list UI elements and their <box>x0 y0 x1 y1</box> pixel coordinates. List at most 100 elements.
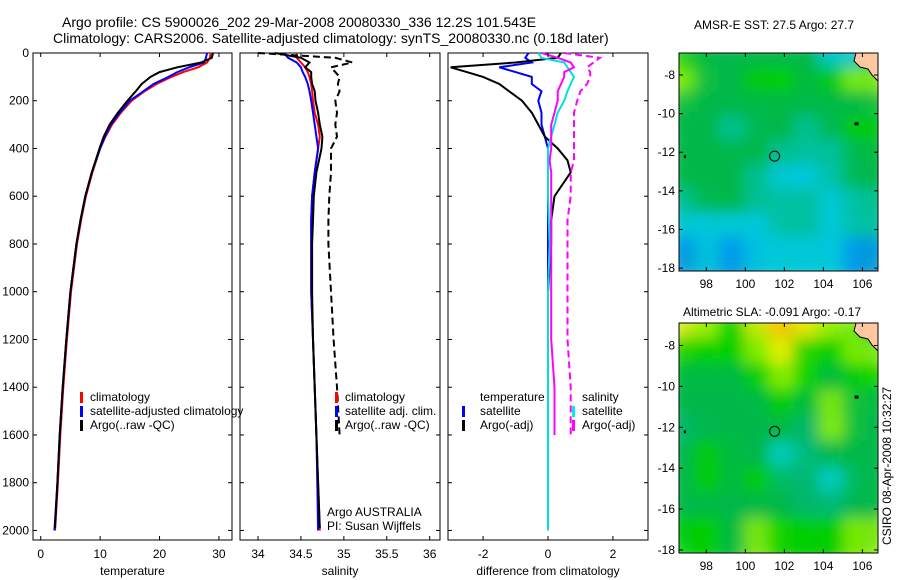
legend-label: satellite <box>480 404 521 418</box>
y-tick-label: 1400 <box>2 380 29 394</box>
map-cell <box>843 517 878 553</box>
y-tick-label: 400 <box>9 141 29 155</box>
x-tick-label: 20 <box>153 547 167 561</box>
map-x-tick-label: 104 <box>813 559 833 573</box>
legend-header: salinity <box>572 390 635 404</box>
series-line-argo-raw-qc- <box>54 52 214 529</box>
x-axis-label: temperature <box>100 564 165 578</box>
series-line-argo-raw-qc- <box>257 52 353 436</box>
difference-legend-salinity: salinity satellite Argo(-adj) <box>572 390 635 432</box>
y-tick-label: 200 <box>9 94 29 108</box>
map-x-tick-label: 98 <box>700 277 714 291</box>
plot-frame <box>239 52 441 541</box>
annotation-pi: PI: Susan Wijffels <box>327 519 421 533</box>
x-axis-label: difference from climatology <box>476 564 619 578</box>
map-x-tick-label: 100 <box>735 559 755 573</box>
series-line-salinity-argo <box>541 52 576 435</box>
christmas-island <box>854 122 859 126</box>
map-y-tick-label: -8 <box>664 68 675 82</box>
map-cell <box>843 236 878 271</box>
cocos-islands <box>683 155 686 159</box>
y-tick-label: 1000 <box>2 285 29 299</box>
difference-legend-temperature: temperature satellite Argo(-adj) <box>462 390 545 432</box>
map-field-cells <box>679 323 878 553</box>
sla-map-title: Altimetric SLA: -0.091 Argo: -0.17 <box>683 305 862 319</box>
footer-timestamp: CSIRO 08-Apr-2008 10:32:27 <box>880 386 894 545</box>
temperature-legend: climatology satellite-adjusted climatolo… <box>80 390 243 432</box>
x-tick-label: -2 <box>478 547 489 561</box>
figure-title-line1: Argo profile: CS 5900026_202 29-Mar-2008… <box>62 14 537 30</box>
x-tick-label: 2 <box>610 547 617 561</box>
x-tick-label: 36 <box>423 547 437 561</box>
y-tick-label: 2000 <box>2 523 29 537</box>
annotation-argo-australia: Argo AUSTRALIA <box>327 505 422 519</box>
land-sumatra-java <box>853 53 878 82</box>
map-x-tick-label: 100 <box>735 277 755 291</box>
map-y-tick-label: -10 <box>658 107 676 121</box>
legend-label: salinity <box>582 390 619 404</box>
legend-item: climatology <box>80 390 243 404</box>
series-line-salinity-argo-adj- <box>564 52 603 435</box>
map-x-tick-label: 102 <box>774 277 794 291</box>
map-x-tick-label: 98 <box>700 559 714 573</box>
x-tick-label: 0 <box>545 547 552 561</box>
legend-label: Argo(-adj) <box>582 418 636 432</box>
figure-title-line2: Climatology: CARS2006. Satellite-adjuste… <box>53 30 609 46</box>
legend-header: temperature <box>470 390 545 404</box>
argo-location-marker <box>769 150 781 162</box>
legend-item: climatology <box>335 390 436 404</box>
map-field <box>679 53 878 271</box>
legend-item: Argo(-adj) <box>462 418 545 432</box>
legend-item: Argo(..raw -QC) <box>335 418 436 432</box>
cocos-islands <box>683 430 686 434</box>
map-x-tick-label: 102 <box>774 559 794 573</box>
legend-label: satellite <box>582 404 623 418</box>
series-line-temperature-satellite <box>499 52 549 531</box>
x-tick-label: 35.5 <box>375 547 399 561</box>
map-y-tick-label: -8 <box>664 338 675 352</box>
christmas-island <box>854 395 859 399</box>
x-tick-label: 34.5 <box>289 547 313 561</box>
x-tick-label: 10 <box>93 547 107 561</box>
y-tick-label: 1200 <box>2 332 29 346</box>
legend-label: satellite adj. clim. <box>345 404 437 418</box>
map-y-tick-label: -14 <box>658 184 676 198</box>
legend-item: Argo(-adj) <box>572 418 635 432</box>
argo-location-marker <box>769 425 781 437</box>
legend-item: satellite-adjusted climatology <box>80 404 243 418</box>
map-x-tick-label: 106 <box>852 559 872 573</box>
map-y-tick-label: -18 <box>658 261 676 275</box>
map-frame <box>678 322 879 554</box>
legend-label: climatology <box>90 390 151 404</box>
legend-label: Argo(-adj) <box>480 418 534 432</box>
legend-label: Argo(..raw -QC) <box>345 418 430 432</box>
legend-item: satellite adj. clim. <box>335 404 436 418</box>
plot-frame <box>32 52 233 541</box>
x-tick-label: 35 <box>337 547 351 561</box>
map-y-tick-label: -10 <box>658 379 676 393</box>
map-x-tick-label: 106 <box>852 277 872 291</box>
legend-label: Argo(..raw -QC) <box>90 418 175 432</box>
series-line-argo <box>275 52 324 529</box>
legend-item: satellite <box>462 404 545 418</box>
map-frame <box>678 52 879 272</box>
x-axis-label: salinity <box>322 564 359 578</box>
x-tick-label: 34 <box>251 547 265 561</box>
series-line-salinity-satellite <box>537 52 576 531</box>
y-tick-label: 1600 <box>2 428 29 442</box>
y-tick-label: 600 <box>9 189 29 203</box>
legend-item: Argo(..raw -QC) <box>80 418 243 432</box>
y-tick-label: 1800 <box>2 476 29 490</box>
legend-item: satellite <box>572 404 635 418</box>
y-tick-label: 0 <box>22 46 29 60</box>
map-y-tick-label: -16 <box>658 222 676 236</box>
map-x-tick-label: 104 <box>813 277 833 291</box>
legend-label: temperature <box>480 390 545 404</box>
legend-label: satellite-adjusted climatology <box>90 404 244 418</box>
map-field-cells <box>679 53 878 271</box>
land-sumatra-java <box>853 323 878 352</box>
x-tick-label: 0 <box>37 547 44 561</box>
salinity-legend: climatology satellite adj. clim. Argo(..… <box>335 390 436 432</box>
map-y-tick-label: -12 <box>658 145 676 159</box>
